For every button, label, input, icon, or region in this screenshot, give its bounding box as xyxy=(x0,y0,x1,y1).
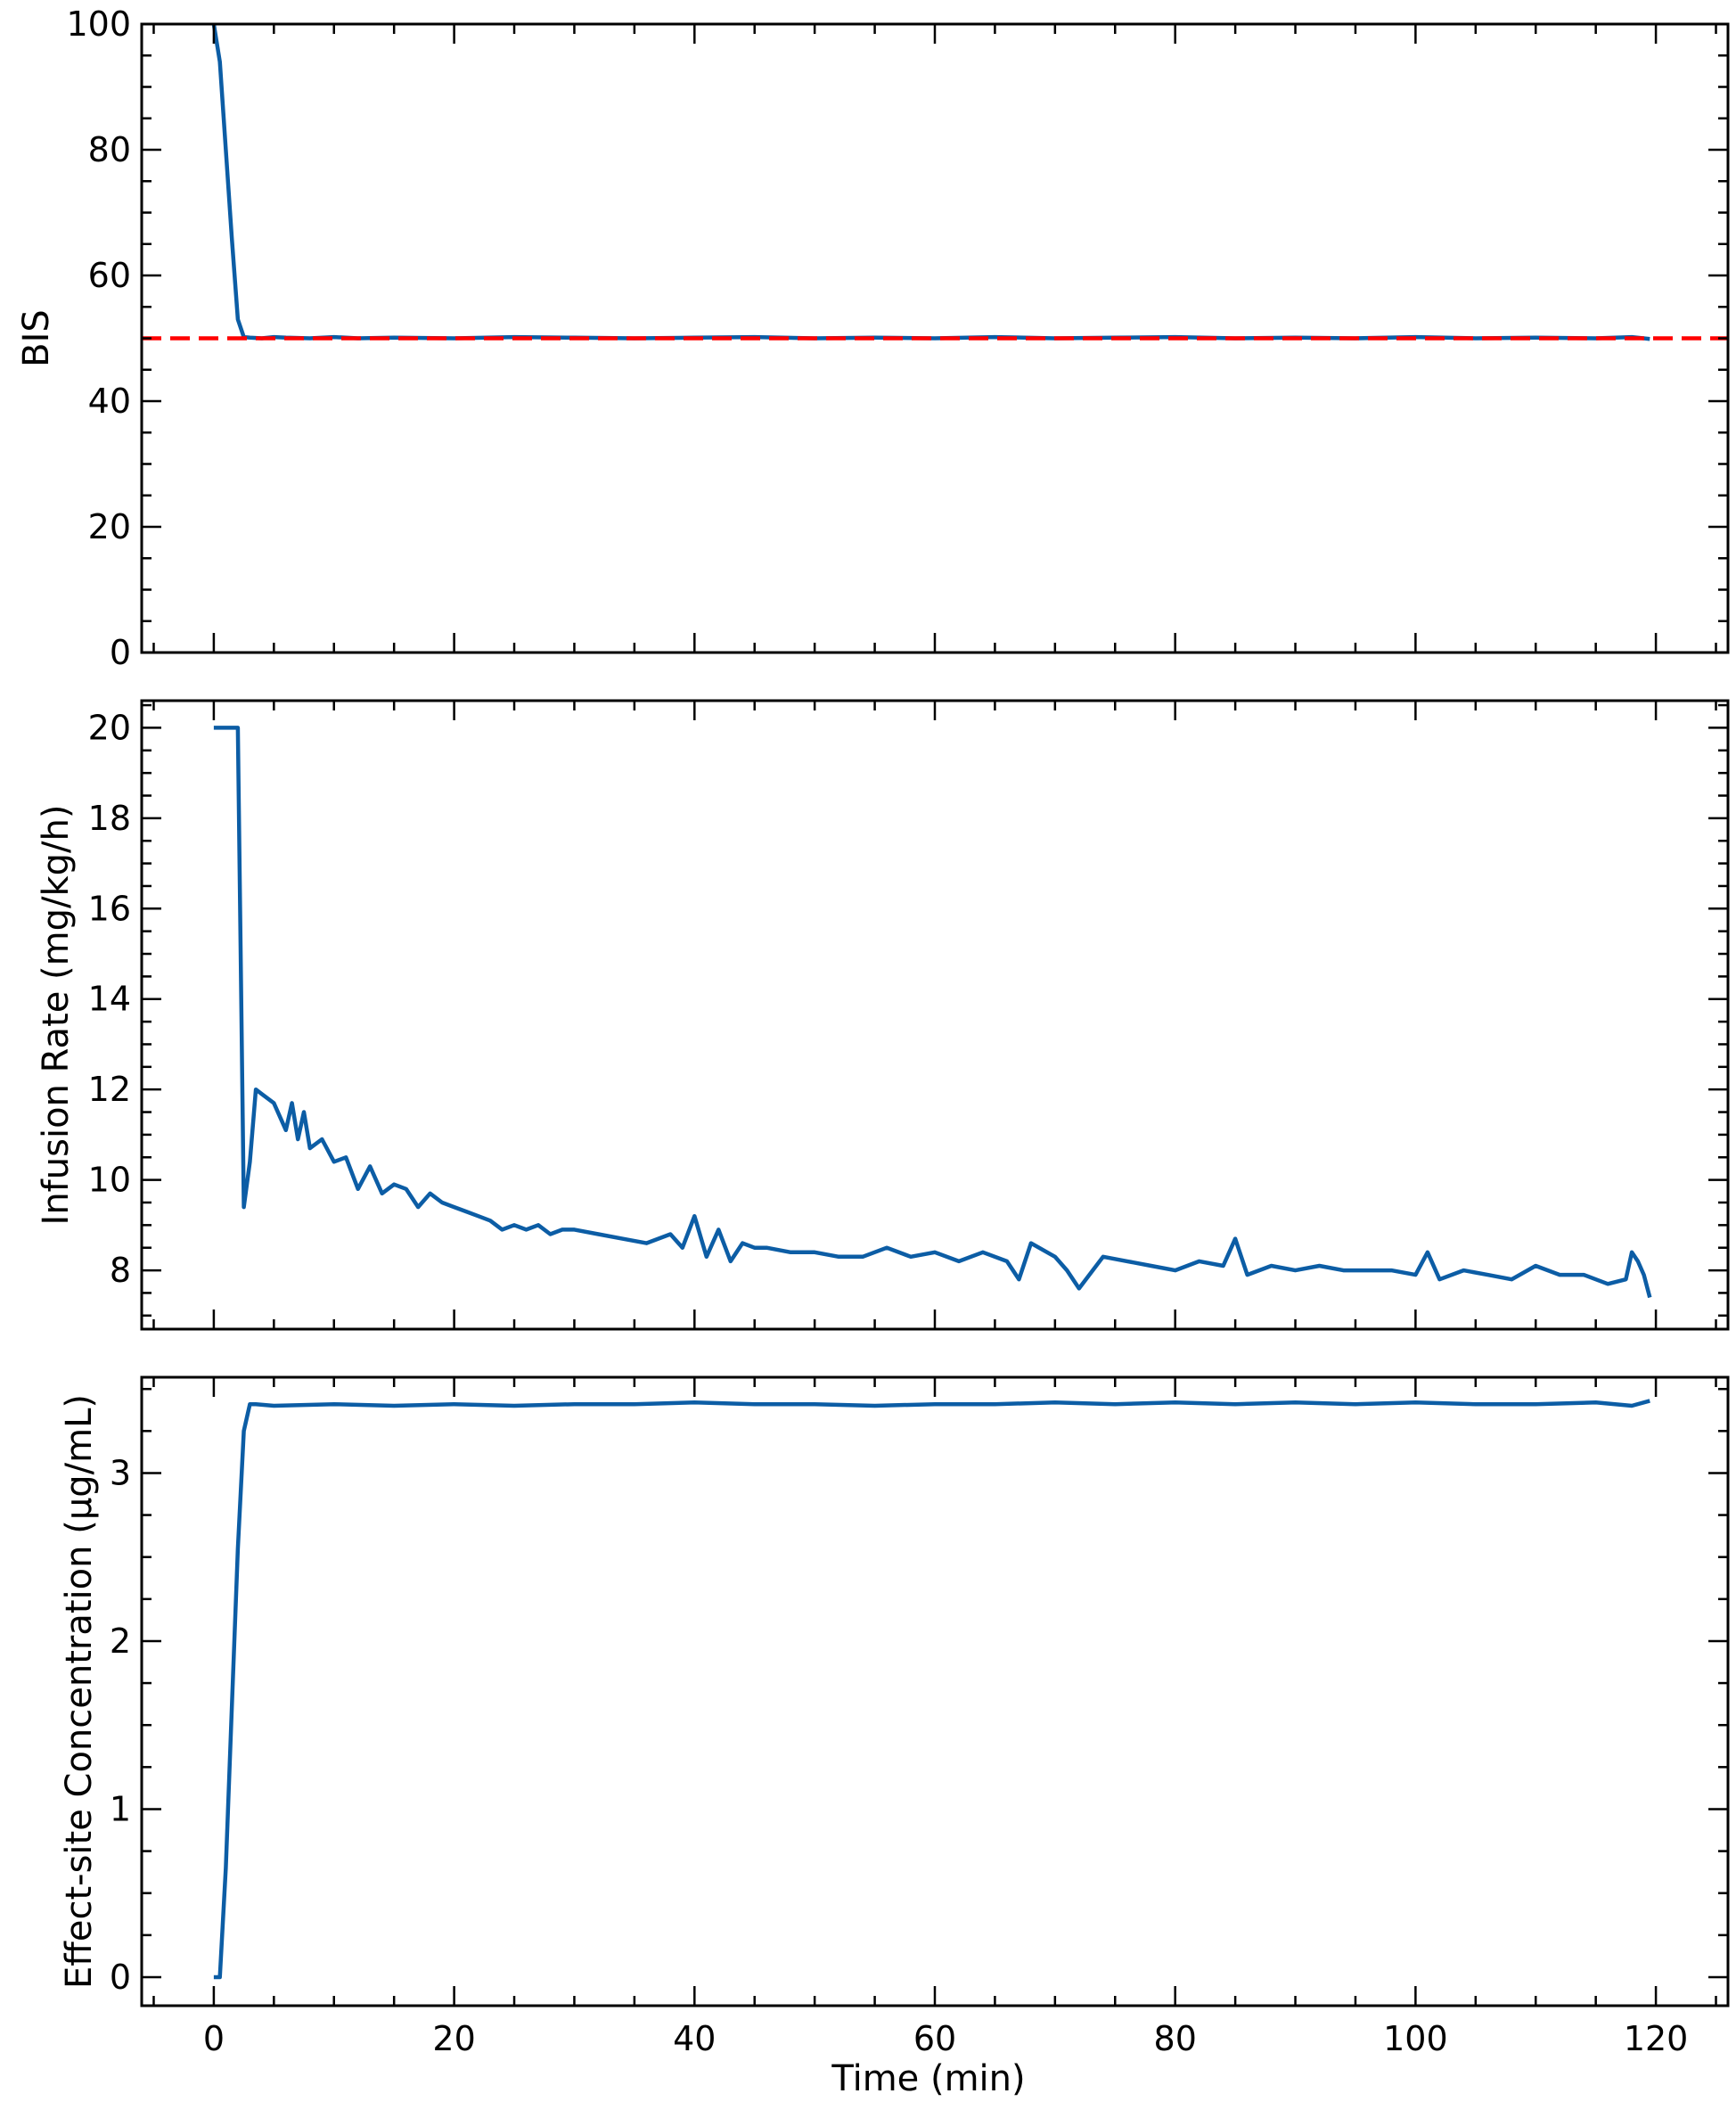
y-tick-label: 100 xyxy=(66,4,131,44)
y-tick-label: 1 xyxy=(110,1789,131,1828)
y-tick-label: 20 xyxy=(88,708,131,747)
y-tick-label: 80 xyxy=(88,130,131,169)
y-tick-label: 60 xyxy=(88,256,131,295)
y-tick-label: 2 xyxy=(110,1621,131,1661)
axes-frame xyxy=(140,699,1730,1331)
x-axis-label: Time (min) xyxy=(831,2058,1025,2099)
y-axis-label: Infusion Rate (mg/kg/h) xyxy=(36,805,77,1226)
y-tick-label: 18 xyxy=(88,799,131,838)
y-tick-label: 8 xyxy=(110,1251,131,1290)
y-tick-label: 16 xyxy=(88,889,131,928)
effect-site-concentration-panel: 0 1 2 3 0 20 40 60 80 100 120 Effect-site Concentra… xyxy=(59,1375,1730,2058)
infusion-rate-panel: 8 10 12 14 16 18 20 Infusion Rate (mg/kg/h) xyxy=(36,699,1730,1331)
bis-panel: 0 20 40 60 80 100 BIS xyxy=(16,4,1730,672)
x-tick-label: 80 xyxy=(1154,2019,1197,2058)
axes-frame xyxy=(140,1375,1730,2007)
y-tick-label: 20 xyxy=(88,507,131,546)
y-tick-label: 3 xyxy=(110,1453,131,1492)
y-tick-label: 10 xyxy=(88,1161,131,1200)
data-line xyxy=(213,1399,1650,1980)
x-tick-label: 100 xyxy=(1383,2019,1448,2058)
y-tick-label: 0 xyxy=(110,633,131,672)
x-tick-label: 20 xyxy=(432,2019,475,2058)
y-tick-label: 0 xyxy=(110,1958,131,1997)
y-axis-label: BIS xyxy=(16,309,57,367)
x-tick-label: 40 xyxy=(673,2019,716,2058)
x-tick-label: 60 xyxy=(913,2019,956,2058)
data-line xyxy=(213,726,1652,1299)
y-axis-label: Effect-site Concentration (µg/mL) xyxy=(59,1394,100,1989)
x-tick-label: 120 xyxy=(1624,2019,1689,2058)
x-tick-label: 0 xyxy=(203,2019,225,2058)
y-tick-label: 14 xyxy=(88,980,131,1019)
data-line xyxy=(211,24,1650,341)
y-tick-label: 40 xyxy=(88,382,131,421)
y-tick-label: 12 xyxy=(88,1070,131,1109)
